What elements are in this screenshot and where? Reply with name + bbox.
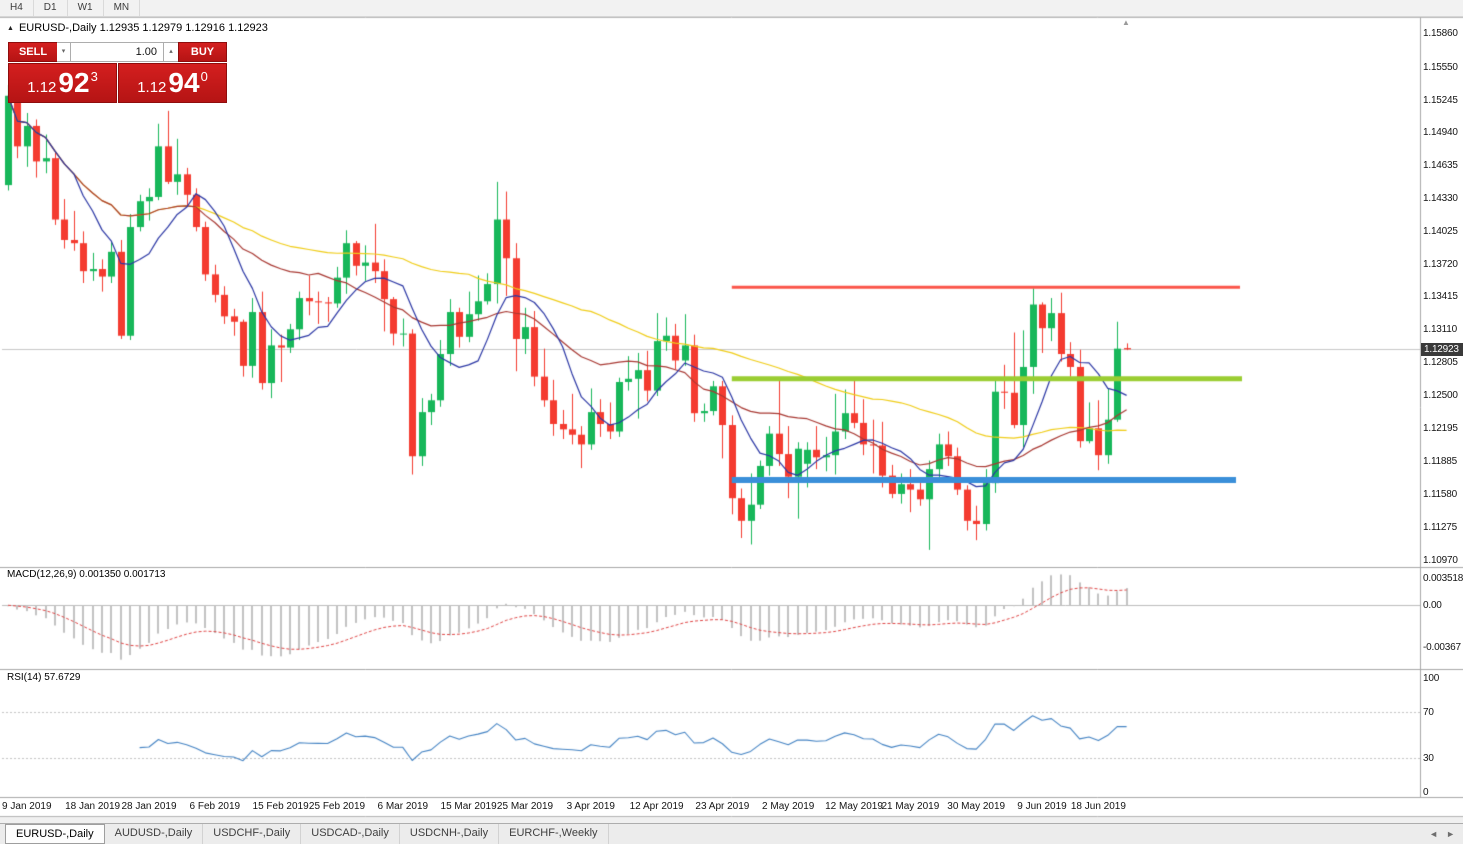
price-tick: 1.13415	[1423, 291, 1458, 303]
chart-title-text: EURUSD-,Daily 1.12935 1.12979 1.12916 1.…	[18, 22, 268, 34]
price-scale[interactable]: 1.15860 1.15550 1.15245 1.14940 1.14635 1.143…	[1422, 0, 1463, 844]
sell-price-prefix: 1.12	[27, 79, 57, 96]
price-tick: 1.12500	[1423, 389, 1458, 401]
rsi-scale[interactable]: 100 70 30 0	[1422, 0, 1463, 844]
macd-scale[interactable]: 0.003518 0.00 -0.00367	[1422, 0, 1463, 844]
date-label: 12 May 2019	[825, 801, 883, 812]
date-label: 6 Feb 2019	[189, 801, 241, 812]
macd-tick: -0.00367	[1423, 642, 1461, 654]
price-tick: 1.15245	[1423, 94, 1458, 106]
date-label: 9 Jun 2019	[1017, 801, 1067, 812]
macd-tick: 0.00	[1423, 600, 1442, 612]
rsi-tick: 70	[1423, 707, 1434, 719]
price-tick: 1.13110	[1423, 324, 1458, 336]
timeframe-button-h4[interactable]: H4	[0, 0, 34, 16]
price-tick: 1.14940	[1423, 127, 1458, 139]
rsi-tick: 0	[1423, 787, 1429, 798]
date-label: 28 Jan 2019	[121, 801, 177, 812]
price-tick: 1.14330	[1423, 193, 1458, 204]
price-tick: 1.15860	[1423, 28, 1458, 40]
price-tick: 1.10970	[1423, 554, 1458, 566]
date-label: 23 Apr 2019	[695, 801, 750, 812]
buy-price-pipette: 0	[200, 69, 208, 84]
date-label: 15 Feb 2019	[252, 801, 309, 812]
tab-scroll-controls: ◄ ►	[1429, 824, 1463, 844]
chart-tab-usdcad-daily[interactable]: USDCAD-,Daily	[301, 824, 400, 844]
buy-button[interactable]: BUY	[178, 42, 227, 62]
date-axis[interactable]: 9 Jan 2019 18 Jan 2019 28 Jan 2019 6 Feb 20…	[0, 0, 1420, 844]
price-tick: 1.12805	[1423, 357, 1458, 369]
date-label: 18 Jun 2019	[1070, 801, 1126, 812]
date-label: 30 May 2019	[947, 801, 1006, 812]
price-tick: 1.11275	[1423, 521, 1458, 533]
buy-price-prefix: 1.12	[137, 79, 167, 96]
chart-tab-eurchf-weekly[interactable]: EURCHF-,Weekly	[499, 824, 609, 844]
price-tick: 1.14635	[1423, 160, 1458, 172]
date-label: 25 Feb 2019	[308, 801, 366, 812]
date-label: 21 May 2019	[881, 801, 940, 812]
autoscroll-marker-icon[interactable]: ▲	[1122, 18, 1130, 27]
date-label: 25 Mar 2019	[496, 801, 554, 812]
date-label: 18 Jan 2019	[65, 801, 121, 812]
volume-input[interactable]	[71, 42, 164, 62]
spin-down-icon: ▾	[61, 48, 66, 55]
rsi-tick: 30	[1423, 752, 1434, 764]
price-tick: 1.11885	[1423, 456, 1458, 468]
timeframe-toolbar: H4 D1 W1 MN	[0, 0, 1463, 17]
sell-price-display[interactable]: 1.12 92 3	[8, 63, 117, 103]
chart-tab-bar: EURUSD-,Daily AUDUSD-,Daily USDCHF-,Daily U…	[0, 823, 1463, 844]
date-label: 15 Mar 2019	[440, 801, 497, 812]
price-tick: 1.11580	[1423, 488, 1458, 500]
current-price-badge: 1.12923	[1421, 342, 1463, 356]
chart-tab-eurusd-daily[interactable]: EURUSD-,Daily	[5, 824, 105, 844]
buy-price-display[interactable]: 1.12 94 0	[118, 63, 227, 103]
chart-tab-usdcnh-daily[interactable]: USDCNH-,Daily	[400, 824, 500, 844]
sell-price-pipette: 3	[90, 69, 98, 84]
date-label: 2 May 2019	[762, 801, 815, 812]
date-label: 9 Jan 2019	[2, 801, 52, 812]
sell-price-pips: 92	[58, 67, 90, 98]
spin-up-icon: ▴	[169, 48, 173, 55]
price-tick: 1.12195	[1423, 422, 1458, 434]
macd-tick: 0.003518	[1423, 573, 1463, 584]
chart-tab-audusd-daily[interactable]: AUDUSD-,Daily	[105, 824, 204, 844]
price-tick: 1.14025	[1423, 225, 1458, 237]
price-tick: 1.15550	[1423, 61, 1458, 73]
date-label: 6 Mar 2019	[377, 801, 429, 812]
buy-price-pips: 94	[168, 67, 200, 98]
timeframe-button-w1[interactable]: W1	[68, 0, 104, 16]
chart-expand-icon[interactable]: ▲	[7, 25, 14, 32]
price-tick: 1.13720	[1423, 258, 1458, 270]
chart-tab-usdchf-daily[interactable]: USDCHF-,Daily	[203, 824, 302, 844]
tabs-scroll-right-icon[interactable]: ►	[1446, 829, 1455, 839]
sell-button[interactable]: SELL	[8, 42, 57, 62]
rsi-indicator-label: RSI(14) 57.6729	[7, 672, 81, 683]
tabs-scroll-left-icon[interactable]: ◄	[1429, 829, 1439, 839]
macd-indicator-label: MACD(12,26,9) 0.001350 0.001713	[7, 569, 166, 580]
timeframe-button-mn[interactable]: MN	[104, 0, 141, 16]
rsi-tick: 100	[1423, 673, 1440, 684]
date-label: 3 Apr 2019	[566, 801, 615, 812]
volume-decrease-button[interactable]: ▾	[57, 42, 71, 62]
date-label: 12 Apr 2019	[629, 801, 684, 812]
chart-tabs: EURUSD-,Daily AUDUSD-,Daily USDCHF-,Daily U…	[5, 824, 609, 844]
chart-title: ▲ EURUSD-,Daily 1.12935 1.12979 1.12916 1…	[7, 22, 268, 34]
timeframe-button-d1[interactable]: D1	[34, 0, 68, 16]
volume-increase-button[interactable]: ▴	[164, 42, 178, 62]
